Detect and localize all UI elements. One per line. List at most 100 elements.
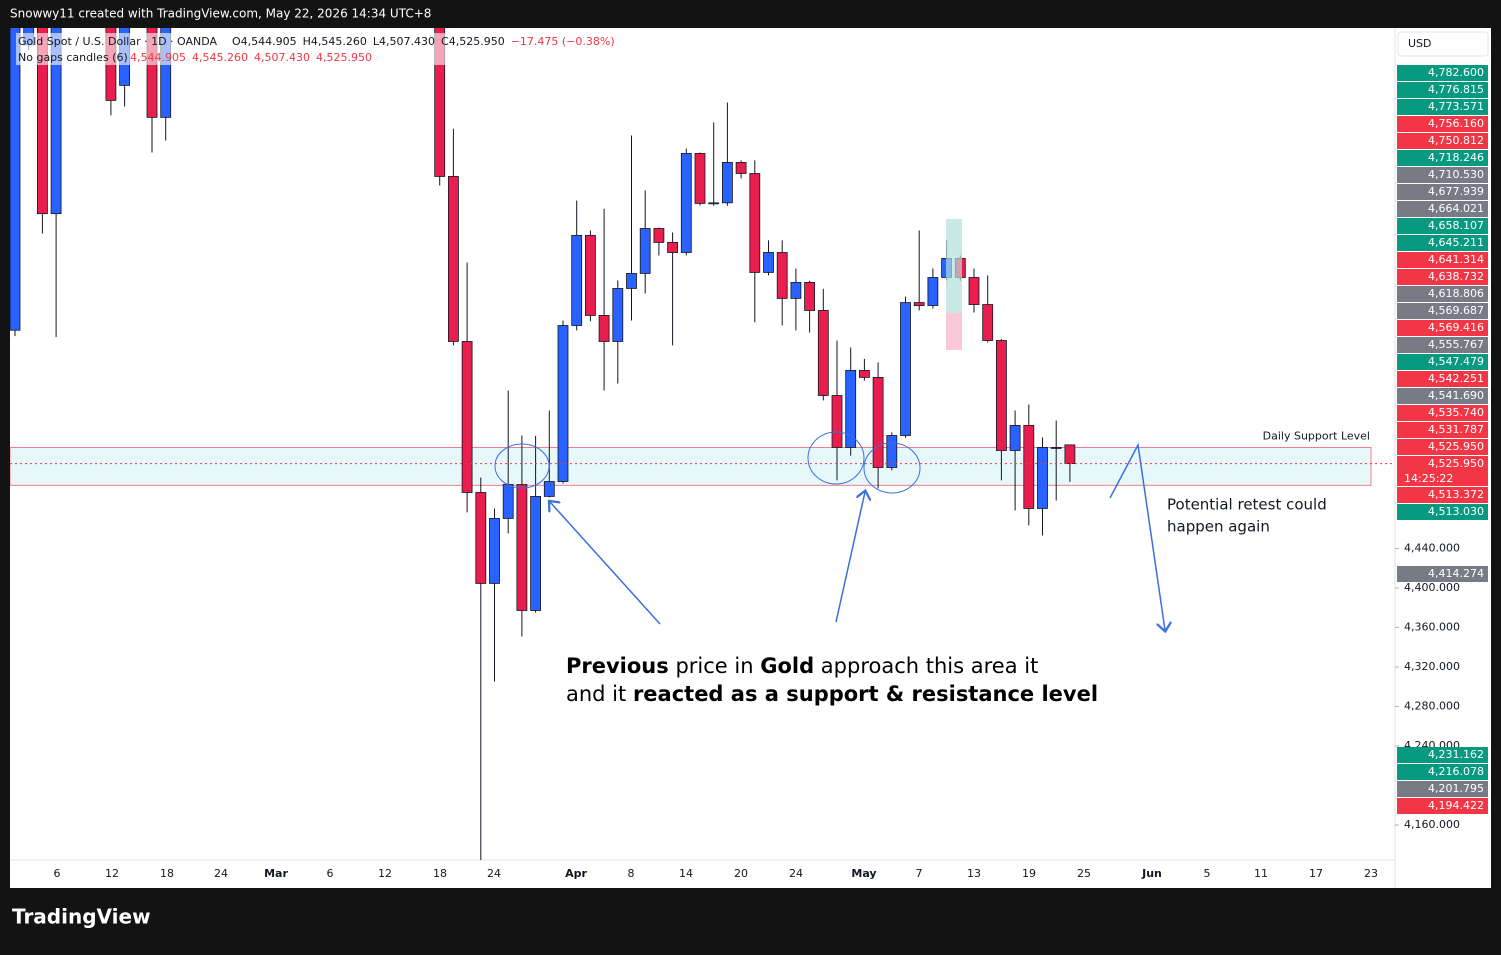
- price-tag: [1397, 150, 1488, 166]
- price-tag: [1397, 566, 1488, 582]
- price-tag: [1397, 286, 1488, 302]
- candle-body: [790, 282, 802, 299]
- price-tag: [1397, 764, 1488, 780]
- annotation-line: Previous price in Gold approach this are…: [566, 654, 1038, 678]
- candle-body: [763, 252, 774, 273]
- legend-value: −17.475 (−0.38%): [511, 35, 615, 48]
- indicator-value: 4,544.905: [130, 51, 186, 64]
- x-tick-label: 11: [1254, 867, 1268, 880]
- price-tag-label: 4,664.021: [1428, 202, 1484, 215]
- currency-box[interactable]: [1397, 31, 1489, 57]
- x-tick-label: Mar: [264, 867, 288, 880]
- price-tag-label: 4,677.939: [1428, 185, 1484, 198]
- price-tag: [1397, 99, 1488, 115]
- price-tag-label: 4,231.162: [1428, 748, 1484, 761]
- price-tag-label: 4,782.600: [1428, 66, 1484, 79]
- candle-body: [612, 288, 624, 342]
- price-tag: [1397, 65, 1488, 81]
- currency[interactable]: USD: [1408, 37, 1432, 50]
- support-zone: [10, 447, 1372, 486]
- candle-body: [722, 162, 733, 204]
- candle-body: [50, 28, 62, 215]
- price-tag-label: 4,542.251: [1428, 372, 1484, 385]
- annotation-part: reacted as a support & resistance level: [633, 682, 1098, 706]
- candle-body: [1009, 425, 1021, 451]
- x-tick-label: 25: [1077, 867, 1091, 880]
- candle-body: [461, 341, 473, 493]
- candle-body: [530, 496, 541, 611]
- price-tag-label: 4,773.571: [1428, 100, 1484, 113]
- price-tag: [1397, 320, 1488, 336]
- candle-body: [434, 28, 446, 177]
- x-tick-label: 19: [1022, 867, 1036, 880]
- price-tag-label: 4,525.950: [1428, 457, 1484, 470]
- x-tick-label: 8: [628, 867, 635, 880]
- price-tag: [1397, 269, 1488, 285]
- candle-body: [831, 395, 843, 448]
- candle-body: [872, 377, 884, 468]
- candle-body: [708, 202, 720, 205]
- candle-body: [557, 325, 569, 482]
- x-tick-label: 14: [679, 867, 693, 880]
- candle-body: [680, 153, 692, 253]
- indicator-name: No gaps candles (6): [18, 51, 128, 64]
- y-tick-label: 4,320.000: [1404, 660, 1460, 673]
- credit: Snowwy11 created with TradingView.com, M…: [10, 7, 431, 21]
- price-tag-label: 4,547.479: [1428, 355, 1484, 368]
- candle-body: [571, 235, 583, 326]
- y-tick-label: 4,400.000: [1404, 581, 1460, 594]
- candle-body: [735, 162, 747, 174]
- candle-body: [639, 228, 651, 274]
- indicator-value: 4,507.430: [254, 51, 310, 64]
- candle-body: [845, 370, 857, 448]
- price-tag-label: 4,569.687: [1428, 304, 1484, 317]
- y-tick-label: 4,440.000: [1404, 541, 1460, 554]
- x-tick-label: Jun: [1141, 867, 1162, 880]
- x-tick-label: 23: [1364, 867, 1378, 880]
- annotation-retest: happen again: [1167, 518, 1270, 536]
- position-stop: [946, 313, 962, 350]
- price-tag: [1397, 252, 1488, 268]
- y-tick-label: 4,280.000: [1404, 699, 1460, 712]
- candle-body: [886, 435, 898, 468]
- position-target: [946, 219, 962, 313]
- price-tag-label: 4,569.416: [1428, 321, 1484, 334]
- x-tick-label: 20: [734, 867, 748, 880]
- x-tick-label: 6: [327, 867, 334, 880]
- candle-body: [859, 370, 870, 378]
- arrow: [835, 492, 865, 623]
- candle-body: [598, 315, 610, 342]
- candle-body: [804, 282, 815, 311]
- candle-body: [10, 28, 21, 331]
- price-tag-label: 4,750.812: [1428, 134, 1484, 147]
- x-tick-label: 17: [1309, 867, 1323, 880]
- x-tick-label: 18: [433, 867, 447, 880]
- price-tag: [1397, 354, 1488, 370]
- annotation-part: price in: [669, 654, 760, 678]
- price-tag: [1397, 405, 1488, 421]
- annotation-line: and it reacted as a support & resistance…: [566, 682, 1098, 706]
- candle-body: [653, 228, 665, 243]
- price-tag: [1397, 456, 1488, 486]
- indicator-value: 4,545.260: [192, 51, 248, 64]
- price-tag: [1397, 388, 1488, 404]
- candle-body: [1050, 447, 1062, 449]
- candle-body: [1023, 425, 1035, 509]
- price-tag: [1397, 798, 1488, 814]
- candle-body: [502, 484, 514, 519]
- price-tag: [1397, 371, 1488, 387]
- price-tag-label: 4,658.107: [1428, 219, 1484, 232]
- y-tick-label: 4,360.000: [1404, 620, 1460, 633]
- price-tag: [1397, 218, 1488, 234]
- annotation-part: approach this area it: [814, 654, 1038, 678]
- price-tag: [1397, 781, 1488, 797]
- price-tag: [1397, 303, 1488, 319]
- price-tag-label: 4,194.422: [1428, 799, 1484, 812]
- price-tag-label: 4,710.530: [1428, 168, 1484, 181]
- candle-body: [817, 310, 829, 396]
- support-label: Daily Support Level: [1263, 429, 1370, 442]
- price-tag-label: 4,555.767: [1428, 338, 1484, 351]
- annotation-retest: Potential retest could: [1167, 496, 1327, 514]
- price-tag-label: 4,414.274: [1428, 567, 1484, 580]
